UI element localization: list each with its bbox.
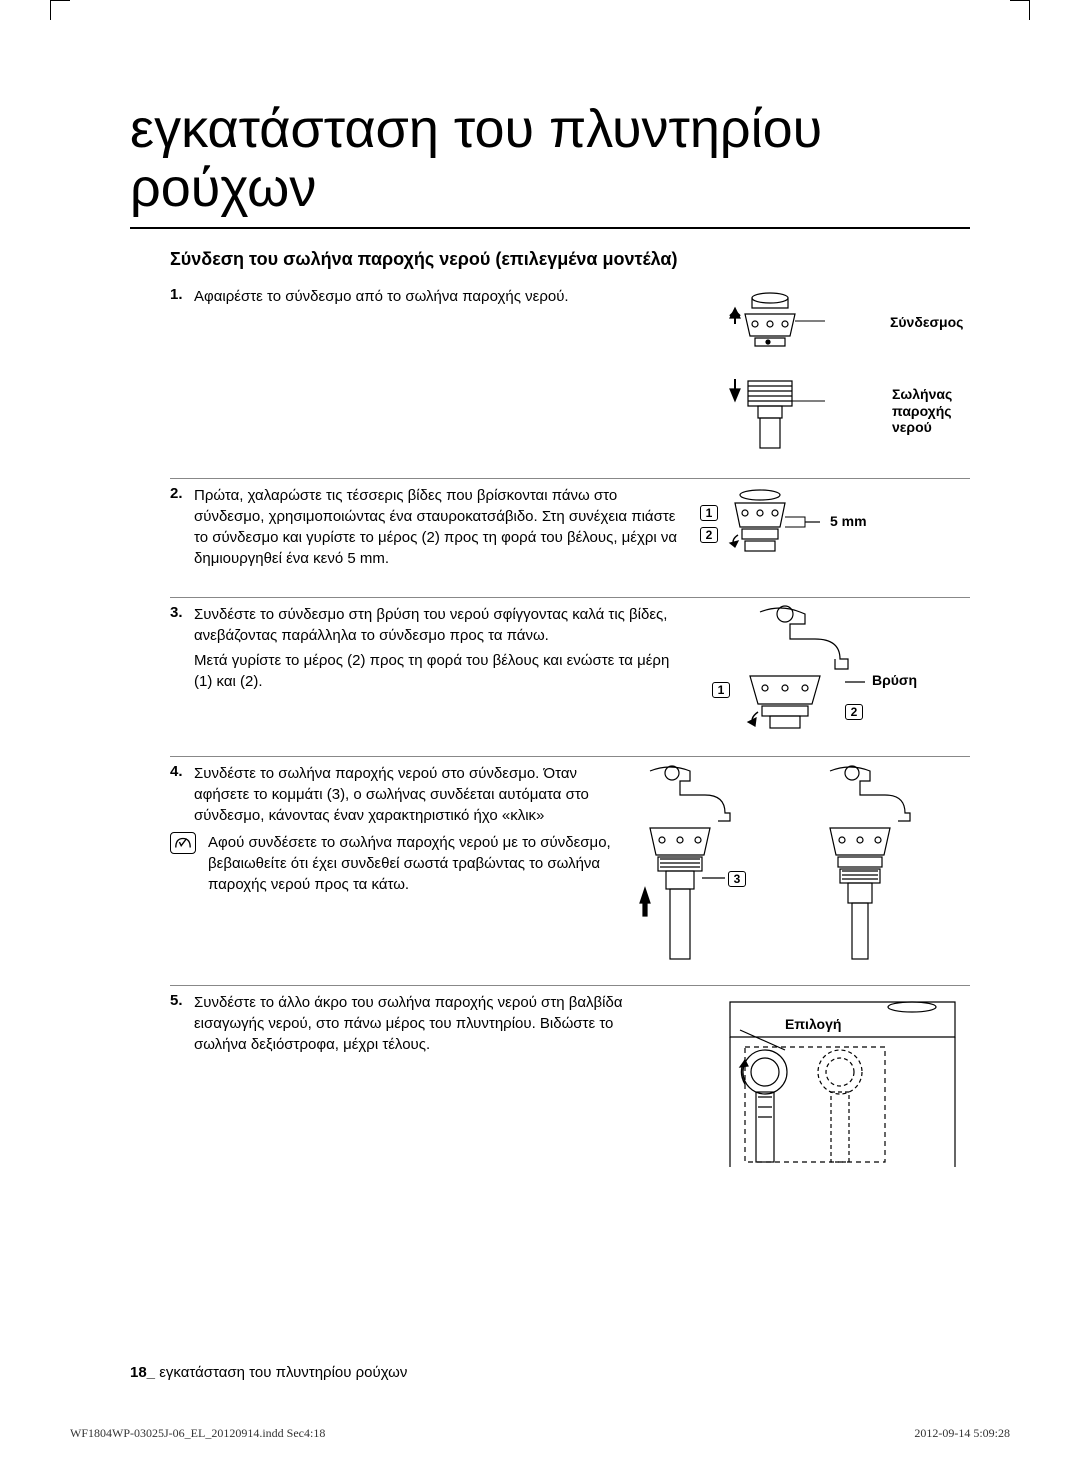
print-file: WF1804WP-03025J-06_EL_20120914.indd Sec4…	[70, 1426, 325, 1441]
step-number: 3.	[170, 604, 194, 734]
step-text: Συνδέστε το σύνδεσμο στη βρύση του νερού…	[194, 604, 690, 734]
note-block: Αφού συνδέσετε το σωλήνα παροχής νερού μ…	[170, 832, 630, 895]
step-text: Αφαιρέστε το σύνδεσμο από το σωλήνα παρο…	[194, 286, 690, 456]
callout-1: 1	[712, 682, 730, 698]
step-3: 3. Συνδέστε το σύνδεσμο στη βρύση του νε…	[170, 597, 970, 744]
tap-connector-icon	[690, 604, 910, 734]
step-number: 2.	[170, 485, 194, 575]
crop-mark	[50, 0, 70, 20]
step-4: 4. Συνδέστε το σωλήνα παροχής νερού στο …	[170, 756, 970, 973]
diagram-step2: 1 2 5 mm	[690, 485, 970, 575]
footer-text: εγκατάσταση του πλυντηρίου ρούχων	[155, 1364, 407, 1381]
callout-3: 3	[728, 871, 746, 887]
dual-tap-icon	[630, 763, 970, 963]
label-connector: Σύνδεσμος	[890, 314, 963, 330]
diagram-step1: Σύνδεσμος Σωλήνας παροχής νερού	[690, 286, 970, 456]
step-text: Συνδέστε το άλλο άκρο του σωλήνα παροχής…	[194, 992, 690, 1172]
step-number: 1.	[170, 286, 194, 456]
step-text: Συνδέστε το σωλήνα παροχής νερού στο σύν…	[194, 763, 630, 826]
section-subtitle: Σύνδεση του σωλήνα παροχής νερού (επιλεγ…	[170, 249, 970, 270]
page-content: εγκατάσταση του πλυντηρίου ρούχων Σύνδεσ…	[0, 0, 1080, 1242]
label-option: Επιλογή	[785, 1016, 841, 1032]
label-gap: 5 mm	[830, 513, 867, 529]
page-footer: 18_ εγκατάσταση του πλυντηρίου ρούχων	[130, 1364, 407, 1381]
print-footer: WF1804WP-03025J-06_EL_20120914.indd Sec4…	[70, 1426, 1010, 1441]
step-1: 1. Αφαιρέστε το σύνδεσμο από το σωλήνα π…	[170, 280, 970, 466]
connector-hose-icon	[690, 286, 890, 456]
note-text: Αφού συνδέσετε το σωλήνα παροχής νερού μ…	[208, 832, 630, 895]
callout-2: 2	[845, 704, 863, 720]
step-5: 5. Συνδέστε το άλλο άκρο του σωλήνα παρο…	[170, 985, 970, 1182]
step-2: 2. Πρώτα, χαλαρώστε τις τέσσερις βίδες π…	[170, 478, 970, 585]
callout-1: 1	[700, 505, 718, 521]
step-number: 5.	[170, 992, 194, 1172]
label-tap: Βρύση	[872, 672, 917, 688]
page-number: 18_	[130, 1364, 155, 1381]
crop-mark	[1010, 0, 1030, 20]
print-date: 2012-09-14 5:09:28	[914, 1426, 1010, 1441]
note-icon	[170, 832, 196, 854]
callout-2: 2	[700, 527, 718, 543]
diagram-step4: 3	[630, 763, 970, 963]
diagram-step3: 1 2 Βρύση	[690, 604, 970, 734]
page-title: εγκατάσταση του πλυντηρίου ρούχων	[130, 100, 970, 229]
diagram-step5: Επιλογή	[690, 992, 970, 1172]
label-hose: Σωλήνας παροχής νερού	[892, 386, 970, 436]
step-text: Πρώτα, χαλαρώστε τις τέσσερις βίδες που …	[194, 485, 690, 575]
step-number: 4.	[170, 763, 194, 780]
